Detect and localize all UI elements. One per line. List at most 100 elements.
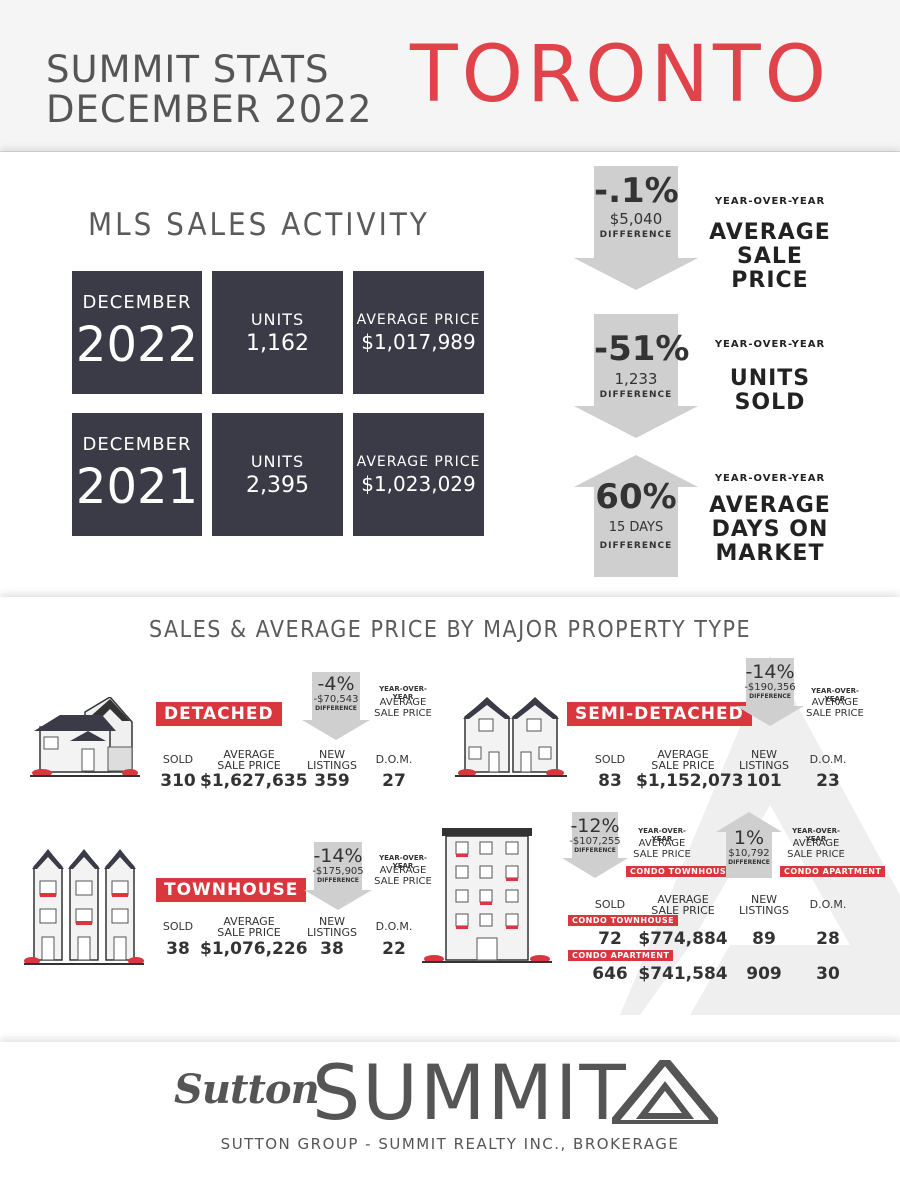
change-amount: -$190,356 [744,682,796,693]
condo-town-price: $774,884 [638,929,728,949]
col-listings-line: LISTINGS [738,759,790,772]
yoy-label: YEAR-OVER-YEAR [379,854,427,870]
change-pct: -14% [313,845,363,867]
year-label: 2021 [75,459,199,515]
metric-line: DAYS ON [711,517,829,542]
yoy-label: YEAR-OVER-YEAR [638,827,686,843]
col-dom: D.O.M. [809,753,847,766]
col-price: AVERAGE SALE PRICE [204,749,294,771]
yoy-label: YEAR-OVER-YEAR [811,687,859,703]
yoy-amount: $5,040 [609,210,663,228]
change-amount: -$175,905 [312,866,364,877]
units-2022-tile: UNITS 1,162 [212,271,343,394]
semi-sold: 83 [598,771,622,791]
price-2021-tile: AVERAGE PRICE $1,023,029 [353,413,484,536]
yoy-label: YEAR-OVER-YEAR [792,827,840,843]
change-pct: -12% [570,815,620,837]
header-subtitle: DECEMBER 2022 [46,88,373,131]
header-title: SUMMIT STATS [46,48,330,91]
avg-label-line: SALE PRICE [806,708,864,719]
col-price: AVERAGE SALE PRICE [204,916,294,938]
townhouse-price: $1,076,226 [200,939,308,959]
col-listings: NEW LISTINGS [304,749,360,771]
avg-label-line: AVERAGE [379,865,427,876]
month-label: DECEMBER [82,434,192,455]
change-pct: -4% [317,673,355,695]
change-amount: -$70,543 [313,694,359,705]
detached-dom: 27 [382,771,406,791]
units-value: 1,162 [246,330,309,356]
yoy-label: YEAR-OVER-YEAR [714,196,826,207]
units-label: UNITS [250,451,305,471]
metric-line: AVERAGE [709,493,831,518]
down-arrow-icon [574,314,698,438]
avg-label-line: AVERAGE [792,838,840,849]
sutton-logo: Sutton [174,1066,320,1113]
down-arrow-icon [302,672,370,740]
yoy-label: YEAR-OVER-YEAR [714,473,826,484]
col-price: AVERAGE SALE PRICE [640,749,726,771]
condo-townhouse-row-tag: CONDO TOWNHOUSE [568,915,679,926]
yoy-price-box: -.1% $5,040 DIFFERENCE [594,172,679,240]
avg-label-line: SALE PRICE [633,849,691,860]
avg-label: AVERAGE SALE PRICE [372,865,434,887]
col-price-line: SALE PRICE [651,759,715,772]
col-sold: SOLD [162,753,194,766]
townhouse-change: -14% -$175,905 DIFFERENCE [306,846,370,884]
townhouse-listings: 38 [320,939,344,959]
change-amount: $10,792 [728,848,770,859]
change-amount: -$107,255 [569,836,621,847]
units-2021-tile: UNITS 2,395 [212,413,343,536]
townhouse-icon [24,849,144,965]
price-2022-tile: AVERAGE PRICE $1,017,989 [353,271,484,394]
diff-label: DIFFERENCE [574,847,616,854]
col-listings-line: NEW [750,748,778,761]
header-band [0,0,900,152]
col-price-line: SALE PRICE [217,759,281,772]
diff-label: DIFFERENCE [728,859,770,866]
col-price-line: AVERAGE [223,748,275,761]
townhouse-tag: TOWNHOUSE [156,878,307,902]
col-listings-line: LISTINGS [306,759,358,772]
col-price-line: AVERAGE [657,893,709,906]
condo-apartment-tag: CONDO APARTMENT [780,866,886,877]
change-pct: 1% [733,827,765,849]
col-listings-line: LISTINGS [738,904,790,917]
month-label: DECEMBER [82,292,192,313]
detached-house-icon [30,697,140,777]
condo-building-icon [422,828,552,963]
avg-label: AVERAGE SALE PRICE [804,697,866,719]
condo-town-sold: 72 [598,929,622,949]
semi-price: $1,152,073 [636,771,744,791]
yoy-metric: UNITS SOLD [700,367,840,415]
avg-label-line: SALE PRICE [374,876,432,887]
semi-detached-tag: SEMI-DETACHED [567,702,752,726]
avg-label-line: AVERAGE [638,838,686,849]
col-price-line: AVERAGE [657,748,709,761]
footer-band [0,1042,900,1187]
diff-label: DIFFERENCE [749,693,791,700]
units-value: 2,395 [246,472,309,498]
col-listings-line: NEW [318,748,346,761]
yoy-pct: 60% [595,477,677,517]
avg-label-line: AVERAGE [811,697,859,708]
col-dom: D.O.M. [375,753,413,766]
townhouse-sold: 38 [166,939,190,959]
condo-apt-sold: 646 [592,964,628,984]
col-listings-line: NEW [318,915,346,928]
col-sold: SOLD [594,753,626,766]
detached-price: $1,627,635 [200,771,308,791]
condo-apartment-row-tag: CONDO APARTMENT [568,950,674,961]
summit-mountain-icon [612,1060,718,1124]
col-price: AVERAGE SALE PRICE [640,894,726,916]
avg-label-line: AVERAGE [379,697,427,708]
col-listings: NEW LISTINGS [304,916,360,938]
col-listings-line: LISTINGS [306,926,358,939]
yoy-amount: 1,233 [614,370,658,388]
yoy-metric: AVERAGE SALE PRICE [700,221,840,293]
col-sold: SOLD [594,898,626,911]
col-listings: NEW LISTINGS [736,749,792,771]
mls-section-title: MLS SALES ACTIVITY [88,207,430,243]
summit-watermark-icon [620,655,900,1015]
yoy-metric: AVERAGE DAYS ON MARKET [700,494,840,566]
